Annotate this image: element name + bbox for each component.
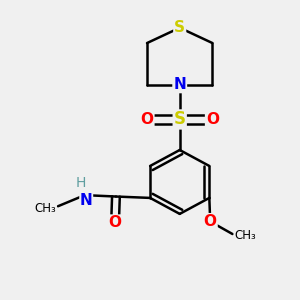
Text: CH₃: CH₃ bbox=[35, 202, 56, 215]
Text: O: O bbox=[140, 112, 154, 127]
Text: H: H bbox=[76, 176, 86, 190]
Text: O: O bbox=[204, 214, 217, 229]
Text: O: O bbox=[109, 215, 122, 230]
Text: S: S bbox=[174, 20, 185, 35]
Text: N: N bbox=[173, 77, 186, 92]
Text: S: S bbox=[174, 110, 186, 128]
Text: CH₃: CH₃ bbox=[234, 229, 256, 242]
Text: N: N bbox=[80, 193, 93, 208]
Text: O: O bbox=[206, 112, 219, 127]
